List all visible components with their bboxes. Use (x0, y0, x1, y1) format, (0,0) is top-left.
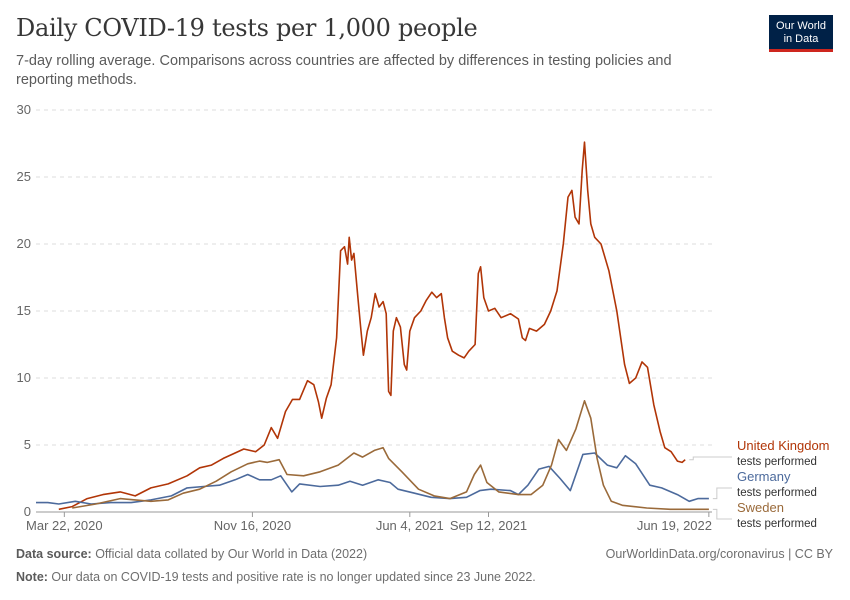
logo-line-2: in Data (783, 33, 819, 45)
y-tick-label: 30 (17, 102, 31, 117)
chart-note: Note: Our data on COVID-19 tests and pos… (16, 570, 536, 584)
data-source-text: Official data collated by Our World in D… (91, 547, 368, 561)
series-line-germany (36, 452, 709, 505)
legend-sublabel: tests performed (737, 456, 817, 468)
data-source: Data source: Official data collated by O… (16, 547, 367, 561)
y-tick-label: 5 (24, 437, 31, 452)
legend-name: Sweden (737, 500, 784, 515)
series-line-united-kingdom (58, 141, 686, 511)
y-tick-label: 0 (24, 504, 31, 519)
data-source-label: Data source: (16, 547, 92, 561)
legend-name: Germany (737, 469, 791, 484)
legend-name: United Kingdom (737, 438, 830, 453)
credit-link[interactable]: OurWorldinData.org/coronavirus | CC BY (605, 547, 833, 561)
legend-connector (712, 508, 732, 520)
logo-line-1: Our World (776, 20, 826, 32)
legend-sublabel: tests performed (737, 518, 817, 530)
owid-logo[interactable]: Our World in Data (769, 15, 833, 52)
note-text: Our data on COVID-19 tests and positive … (47, 570, 536, 584)
y-tick-label: 25 (17, 169, 31, 184)
y-tick-label: 15 (17, 303, 31, 318)
x-tick-label: Jun 19, 2022 (637, 518, 712, 533)
chart-subtitle: 7-day rolling average. Comparisons acros… (16, 53, 672, 88)
line-chart: 0 5 10 15 20 25 30 Mar 22, 2020 Nov 16, 2020 Jun … (17, 102, 830, 533)
x-tick-label: Nov 16, 2020 (214, 518, 291, 533)
legend-connector (712, 487, 732, 500)
note-label: Note: (16, 570, 48, 584)
legend-connector (689, 456, 732, 461)
chart-title: Daily COVID-19 tests per 1,000 people (16, 14, 478, 42)
y-tick-label: 10 (17, 370, 31, 385)
x-tick-label: Jun 4, 2021 (376, 518, 444, 533)
series-line-sweden (72, 400, 709, 511)
legend-sublabel: tests performed (737, 487, 817, 499)
y-tick-label: 20 (17, 236, 31, 251)
x-tick-label: Mar 22, 2020 (26, 518, 103, 533)
x-tick-label: Sep 12, 2021 (450, 518, 527, 533)
